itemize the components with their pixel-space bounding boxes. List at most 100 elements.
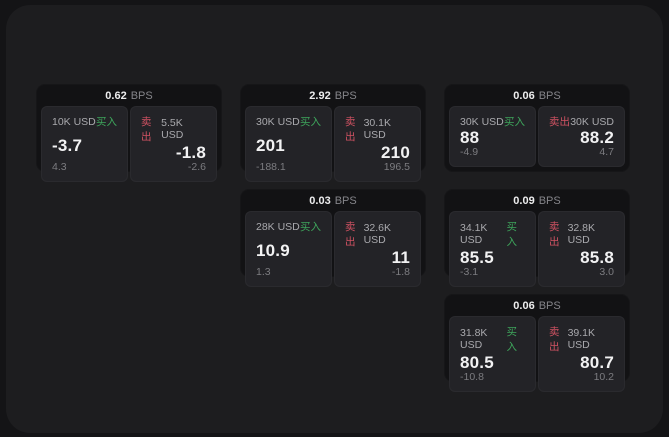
bps-value: 2.92: [309, 89, 331, 102]
sell-tag: 卖出: [345, 116, 356, 143]
quote-card: 0.09 BPS 34.1K USD 买入 85.5 -3.1 卖出 32.8K…: [444, 189, 630, 287]
buy-tag: 买入: [300, 221, 321, 233]
buy-delta: -4.9: [460, 146, 479, 158]
buy-amount: 10K USD: [52, 115, 96, 128]
buy-tag: 买入: [504, 116, 525, 128]
card-body: 30K USD 买入 88 -4.9 卖出 30K USD 88.2 4.7: [445, 106, 629, 171]
buy-delta: 4.3: [52, 161, 67, 173]
buy-panel-top: 28K USD 买入: [256, 219, 321, 234]
card-header: 0.06 BPS: [445, 295, 629, 316]
buy-panel[interactable]: 28K USD 买入 10.9 1.3: [245, 211, 332, 287]
sell-amount: 5.5K USD: [161, 117, 184, 141]
quotes-grid: 0.62 BPS 10K USD 买入 -3.7 4.3 卖出 5.5K USD…: [36, 84, 630, 392]
buy-amount: 30K USD: [256, 115, 300, 128]
sell-price: -1.8: [175, 143, 206, 162]
sell-delta: 4.7: [599, 146, 614, 158]
buy-panel[interactable]: 34.1K USD 买入 85.5 -3.1: [449, 211, 536, 287]
bps-value: 0.06: [513, 299, 535, 312]
sell-panel[interactable]: 卖出 5.5K USD -1.8 -2.6: [130, 106, 217, 182]
buy-price: -3.7: [52, 135, 83, 155]
buy-panel-top: 10K USD 买入: [52, 114, 117, 129]
sell-price: 210: [381, 143, 410, 162]
buy-panel[interactable]: 30K USD 买入 201 -188.1: [245, 106, 332, 182]
sell-panel-top: 卖出 30K USD: [549, 114, 614, 129]
buy-tag: 买入: [506, 326, 517, 353]
sell-tag: 卖出: [549, 326, 560, 353]
buy-delta: 1.3: [256, 266, 271, 278]
card-header: 2.92 BPS: [241, 85, 425, 106]
sell-price: 85.8: [580, 248, 614, 267]
card-body: 10K USD 买入 -3.7 4.3 卖出 5.5K USD -1.8 -2.…: [37, 106, 221, 186]
sell-price: 80.7: [580, 353, 614, 372]
bps-value: 0.06: [513, 89, 535, 102]
sell-amount: 30K USD: [570, 115, 614, 128]
sell-tag: 卖出: [345, 221, 356, 248]
buy-panel[interactable]: 10K USD 买入 -3.7 4.3: [41, 106, 128, 182]
buy-delta: -3.1: [460, 266, 479, 278]
quote-card: 0.06 BPS 30K USD 买入 88 -4.9 卖出 30K USD 8…: [444, 84, 630, 172]
bps-value: 0.62: [105, 89, 127, 102]
bps-suffix: BPS: [334, 89, 357, 102]
buy-price: 85.5: [460, 248, 494, 267]
sell-panel-top: 卖出 5.5K USD: [141, 114, 206, 144]
buy-amount: 34.1K USD: [460, 222, 488, 246]
buy-price: 88: [460, 128, 480, 147]
buy-panel-top: 31.8K USD 买入: [460, 324, 525, 354]
bps-suffix: BPS: [334, 194, 357, 207]
sell-panel[interactable]: 卖出 30.1K USD 210 196.5: [334, 106, 421, 182]
sell-panel[interactable]: 卖出 39.1K USD 80.7 10.2: [538, 316, 625, 392]
sell-panel[interactable]: 卖出 32.6K USD 11 -1.8: [334, 211, 421, 287]
buy-amount: 28K USD: [256, 220, 300, 233]
card-body: 28K USD 买入 10.9 1.3 卖出 32.6K USD 11 -1.8: [241, 211, 425, 291]
bps-value: 0.09: [513, 194, 535, 207]
sell-panel[interactable]: 卖出 30K USD 88.2 4.7: [538, 106, 625, 167]
sell-panel[interactable]: 卖出 32.8K USD 85.8 3.0: [538, 211, 625, 287]
sell-tag: 卖出: [141, 116, 152, 143]
sell-panel-top: 卖出 30.1K USD: [345, 114, 410, 144]
card-body: 30K USD 买入 201 -188.1 卖出 30.1K USD 210 1…: [241, 106, 425, 186]
card-header: 0.09 BPS: [445, 190, 629, 211]
card-header: 0.62 BPS: [37, 85, 221, 106]
sell-delta: -1.8: [391, 266, 410, 278]
sell-tag: 卖出: [549, 116, 570, 128]
buy-panel[interactable]: 30K USD 买入 88 -4.9: [449, 106, 536, 167]
card-body: 31.8K USD 买入 80.5 -10.8 卖出 39.1K USD 80.…: [445, 316, 629, 396]
buy-tag: 买入: [300, 116, 321, 128]
sell-delta: 196.5: [383, 161, 410, 173]
buy-price: 201: [256, 135, 285, 155]
sell-panel-top: 卖出 32.6K USD: [345, 219, 410, 249]
buy-price: 80.5: [460, 353, 494, 372]
bps-suffix: BPS: [538, 89, 561, 102]
buy-panel-top: 30K USD 买入: [460, 114, 525, 129]
card-body: 34.1K USD 买入 85.5 -3.1 卖出 32.8K USD 85.8…: [445, 211, 629, 291]
buy-amount: 31.8K USD: [460, 327, 488, 351]
sell-amount: 39.1K USD: [567, 327, 596, 351]
bps-suffix: BPS: [130, 89, 153, 102]
buy-panel-top: 34.1K USD 买入: [460, 219, 525, 249]
sell-delta: -2.6: [187, 161, 206, 173]
buy-delta: -10.8: [460, 371, 484, 383]
sell-price: 88.2: [580, 128, 614, 147]
bps-suffix: BPS: [538, 194, 561, 207]
quote-card: 2.92 BPS 30K USD 买入 201 -188.1 卖出 30.1K …: [240, 84, 426, 182]
card-header: 0.06 BPS: [445, 85, 629, 106]
buy-amount: 30K USD: [460, 115, 504, 128]
sell-panel-top: 卖出 32.8K USD: [549, 219, 614, 249]
card-header: 0.03 BPS: [241, 190, 425, 211]
sell-panel-top: 卖出 39.1K USD: [549, 324, 614, 354]
bps-suffix: BPS: [538, 299, 561, 312]
buy-tag: 买入: [506, 221, 517, 248]
quote-card: 0.03 BPS 28K USD 买入 10.9 1.3 卖出 32.6K US…: [240, 189, 426, 287]
buy-tag: 买入: [96, 116, 117, 128]
sell-tag: 卖出: [549, 221, 560, 248]
sell-amount: 32.6K USD: [363, 222, 392, 246]
buy-panel[interactable]: 31.8K USD 买入 80.5 -10.8: [449, 316, 536, 392]
buy-delta: -188.1: [256, 161, 286, 173]
quote-card: 0.62 BPS 10K USD 买入 -3.7 4.3 卖出 5.5K USD…: [36, 84, 222, 182]
buy-price: 10.9: [256, 240, 290, 260]
sell-delta: 3.0: [599, 266, 614, 278]
sell-amount: 30.1K USD: [363, 117, 392, 141]
quote-card: 0.06 BPS 31.8K USD 买入 80.5 -10.8 卖出 39.1…: [444, 294, 630, 392]
buy-panel-top: 30K USD 买入: [256, 114, 321, 129]
app-window: 0.62 BPS 10K USD 买入 -3.7 4.3 卖出 5.5K USD…: [6, 5, 663, 433]
